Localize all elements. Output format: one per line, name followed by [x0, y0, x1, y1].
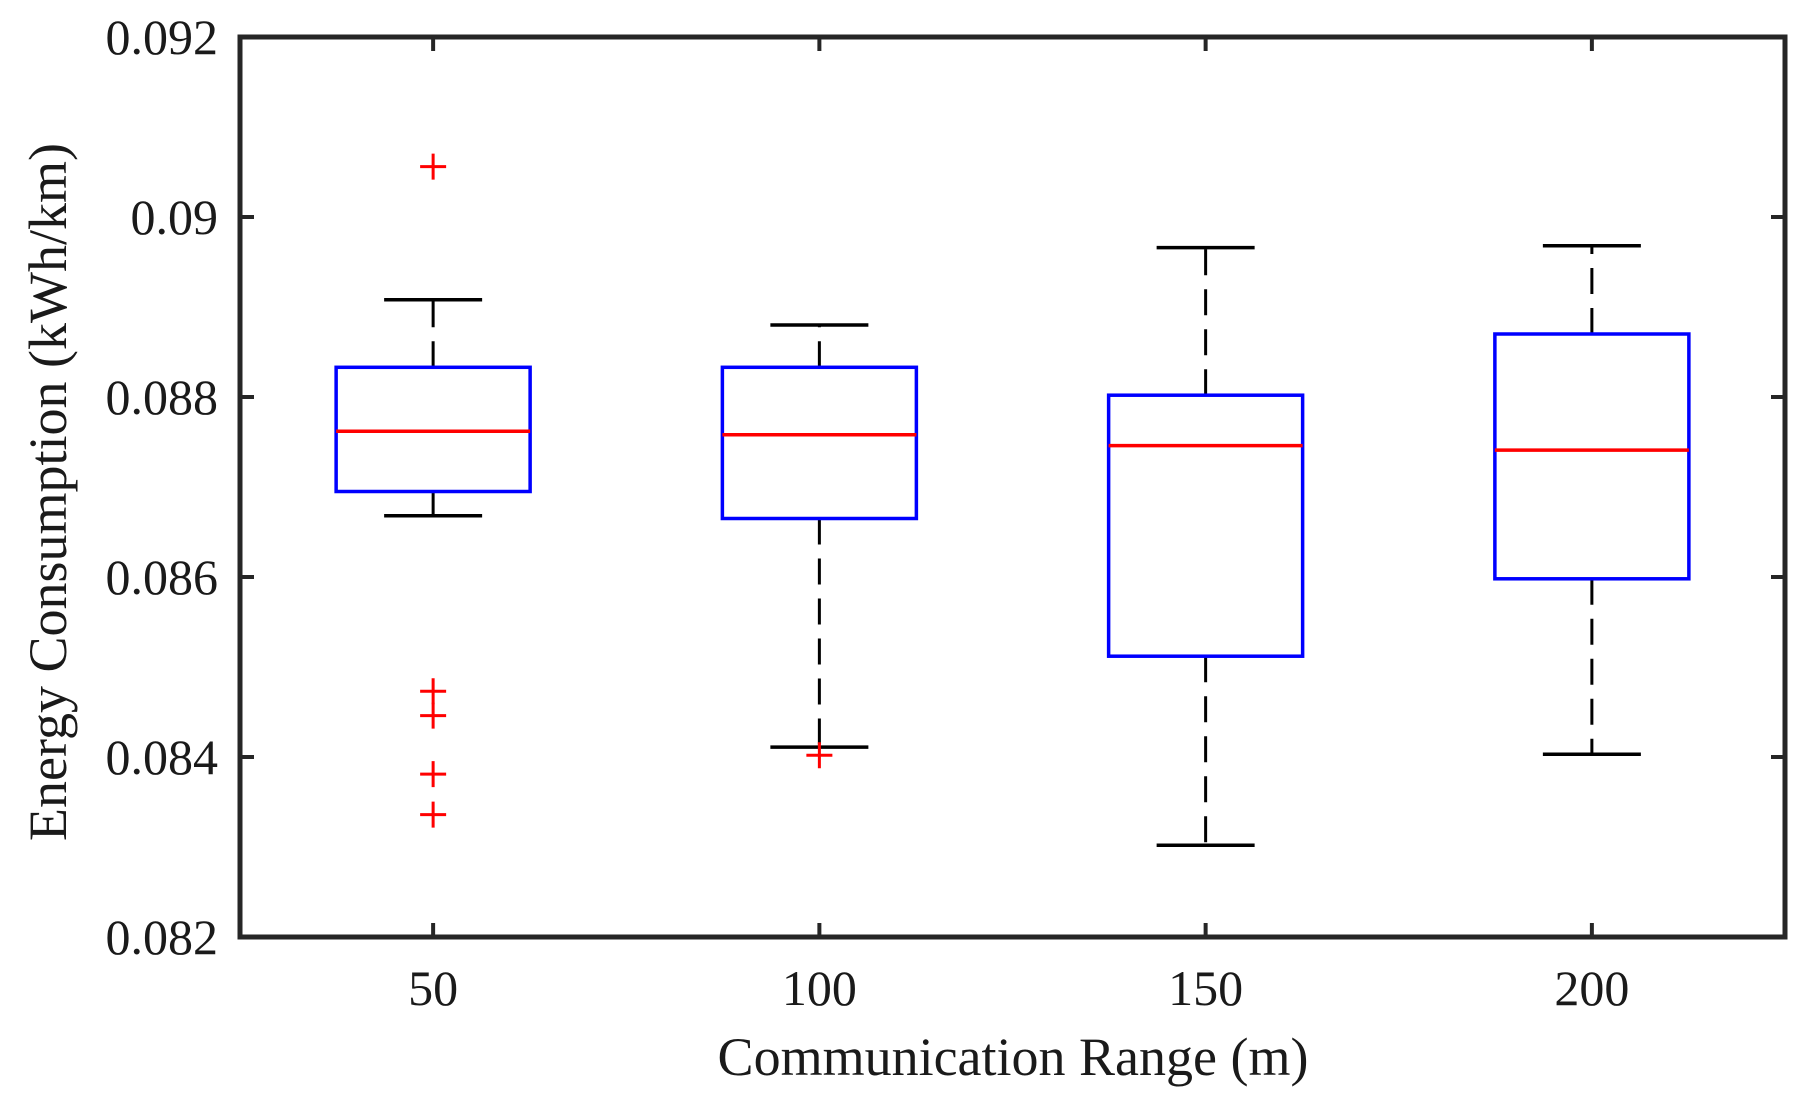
iqr-box: [334, 365, 532, 494]
outlier-marker: [420, 761, 447, 788]
y-tick-label: 0.086: [106, 549, 219, 605]
iqr-box: [720, 365, 919, 521]
outlier-marker: [420, 678, 447, 705]
box-group: [334, 153, 532, 828]
outlier-marker: [420, 702, 447, 729]
y-tick-label: 0.082: [106, 909, 219, 965]
box-group: [1493, 244, 1691, 757]
outlier-marker: [420, 153, 447, 180]
outlier-marker: [806, 742, 833, 769]
x-tick-label: 50: [408, 960, 458, 1016]
outlier-marker: [420, 801, 447, 828]
x-tick-label: 150: [1168, 960, 1243, 1016]
plot-area: [334, 153, 1691, 847]
iqr-box: [1106, 393, 1305, 658]
y-axis-title: Energy Consumption (kWh/km): [18, 143, 78, 841]
y-tick-label: 0.092: [106, 9, 219, 65]
axes: 0.082 0.084 0.086 0.088 0.09 0.092 50 100 150 200: [106, 9, 1788, 1016]
y-tick-label: 0.088: [106, 369, 219, 425]
y-tick-label: 0.09: [131, 189, 219, 245]
box-group: [720, 323, 919, 769]
x-axis-title: Communication Range (m): [718, 1027, 1309, 1087]
axes-frame: [237, 34, 1788, 940]
y-tick-label: 0.084: [106, 729, 219, 785]
x-tick-label: 200: [1554, 960, 1629, 1016]
iqr-box: [1493, 332, 1691, 581]
box-group: [1106, 245, 1305, 847]
x-tick-label: 100: [782, 960, 857, 1016]
